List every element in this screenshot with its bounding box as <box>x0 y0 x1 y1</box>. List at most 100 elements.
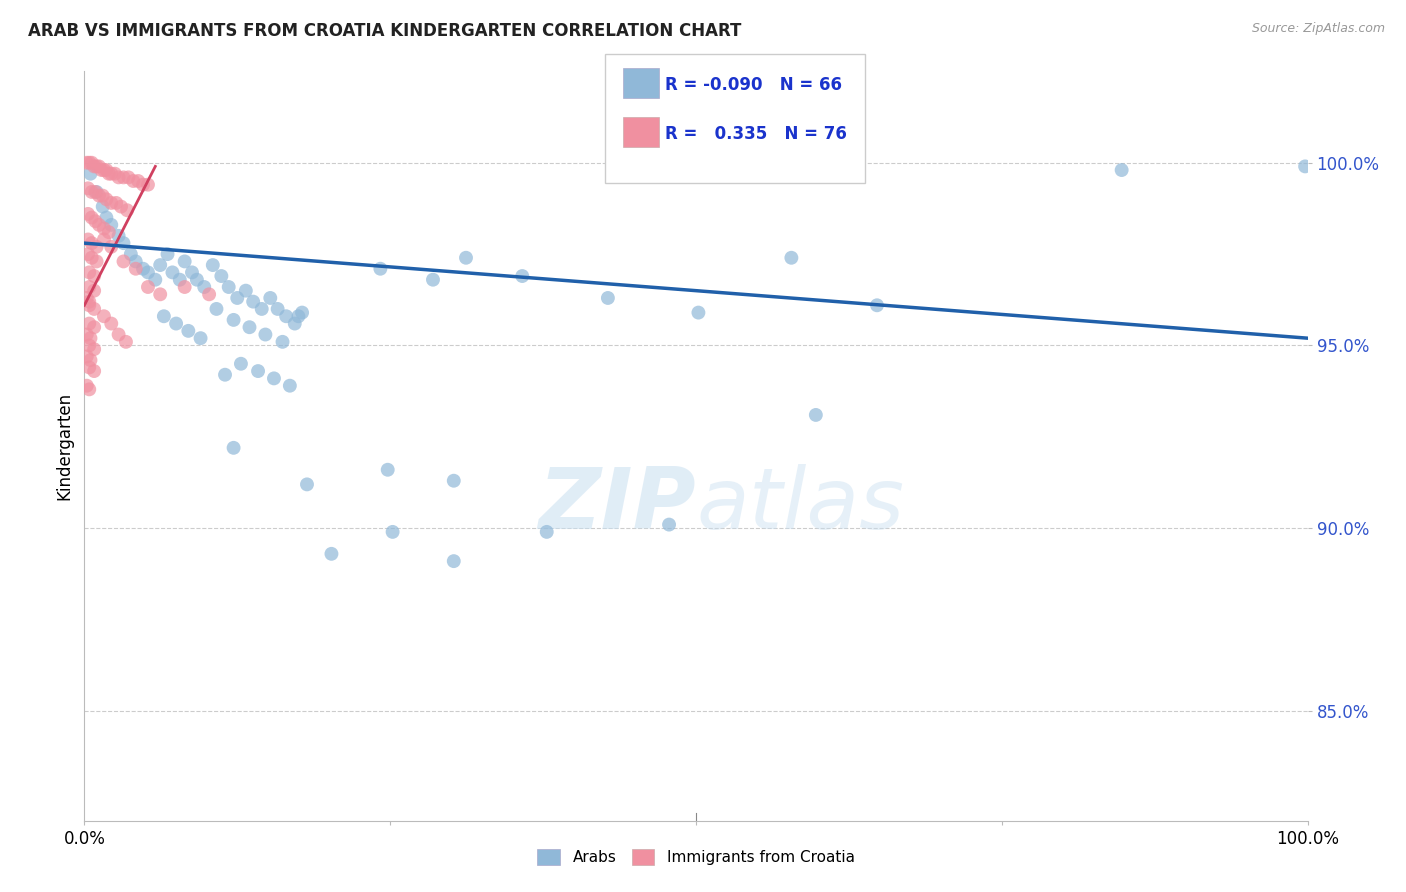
Point <box>80 185 103 199</box>
Point <box>87 160 110 174</box>
Point <box>90 163 112 178</box>
Point <box>112 236 135 251</box>
Point <box>186 273 208 287</box>
Point <box>165 317 187 331</box>
Point <box>77 338 100 352</box>
Point <box>120 247 142 261</box>
Point <box>77 265 100 279</box>
Point <box>110 200 132 214</box>
Point <box>107 170 129 185</box>
Point <box>422 273 444 287</box>
Point <box>209 268 232 283</box>
Point <box>510 268 533 283</box>
Point <box>284 317 307 331</box>
Point <box>100 317 122 331</box>
Text: ZIP: ZIP <box>538 465 696 548</box>
Point <box>77 181 100 195</box>
Point <box>156 247 179 261</box>
Point <box>100 240 122 254</box>
Point <box>190 331 212 345</box>
Point <box>193 280 215 294</box>
Point <box>77 382 100 396</box>
Point <box>247 364 270 378</box>
Text: ARAB VS IMMIGRANTS FROM CROATIA KINDERGARTEN CORRELATION CHART: ARAB VS IMMIGRANTS FROM CROATIA KINDERGA… <box>28 22 741 40</box>
Point <box>93 221 115 235</box>
Point <box>688 305 710 319</box>
Point <box>443 474 465 488</box>
Point <box>370 261 392 276</box>
Point <box>100 167 122 181</box>
Point <box>205 301 228 316</box>
Point <box>238 320 260 334</box>
Point <box>107 327 129 342</box>
Point <box>77 298 100 312</box>
Point <box>100 218 122 232</box>
Point <box>254 327 277 342</box>
Point <box>80 211 103 225</box>
Point <box>136 265 159 279</box>
Point <box>218 280 240 294</box>
Point <box>77 155 100 169</box>
Point <box>77 247 100 261</box>
Point <box>780 251 803 265</box>
Point <box>117 170 139 185</box>
Point <box>198 287 221 301</box>
Point <box>79 331 101 345</box>
Text: atlas: atlas <box>696 465 904 548</box>
Point <box>149 258 172 272</box>
Point <box>235 284 257 298</box>
Point <box>1111 163 1133 178</box>
Point <box>132 178 155 192</box>
Point <box>149 287 172 301</box>
Point <box>93 163 115 178</box>
Point <box>127 174 149 188</box>
Point <box>115 203 138 218</box>
Point <box>77 294 100 309</box>
Point <box>112 254 135 268</box>
Point <box>91 200 114 214</box>
Point <box>536 524 558 539</box>
Point <box>107 228 129 243</box>
Point <box>79 353 101 368</box>
Point <box>112 170 135 185</box>
Point <box>162 265 184 279</box>
Point <box>84 185 107 199</box>
Legend: Arabs, Immigrants from Croatia: Arabs, Immigrants from Croatia <box>530 842 862 873</box>
Point <box>83 364 105 378</box>
Point <box>173 280 195 294</box>
Point <box>377 463 399 477</box>
Point <box>76 378 98 392</box>
Point <box>295 477 318 491</box>
Point <box>287 310 309 324</box>
Point <box>93 310 115 324</box>
Point <box>83 268 105 283</box>
Point <box>250 301 273 316</box>
Point <box>76 327 98 342</box>
Point <box>96 192 118 206</box>
Point <box>454 251 477 265</box>
Point <box>93 232 115 246</box>
Point <box>87 218 110 232</box>
Point <box>77 280 100 294</box>
Point <box>276 310 298 324</box>
Point <box>596 291 619 305</box>
Point <box>83 342 105 356</box>
Point <box>80 155 103 169</box>
Point <box>242 294 264 309</box>
Point <box>104 167 127 181</box>
Point <box>91 188 114 202</box>
Point <box>76 291 98 305</box>
Point <box>278 378 301 392</box>
Point <box>83 320 105 334</box>
Point <box>263 371 285 385</box>
Point <box>222 313 245 327</box>
Point <box>125 254 148 268</box>
Point <box>80 236 103 251</box>
Point <box>83 160 105 174</box>
Point <box>229 357 252 371</box>
Point <box>97 167 120 181</box>
Point <box>80 251 103 265</box>
Point <box>136 178 159 192</box>
Point <box>173 254 195 268</box>
Point <box>76 350 98 364</box>
